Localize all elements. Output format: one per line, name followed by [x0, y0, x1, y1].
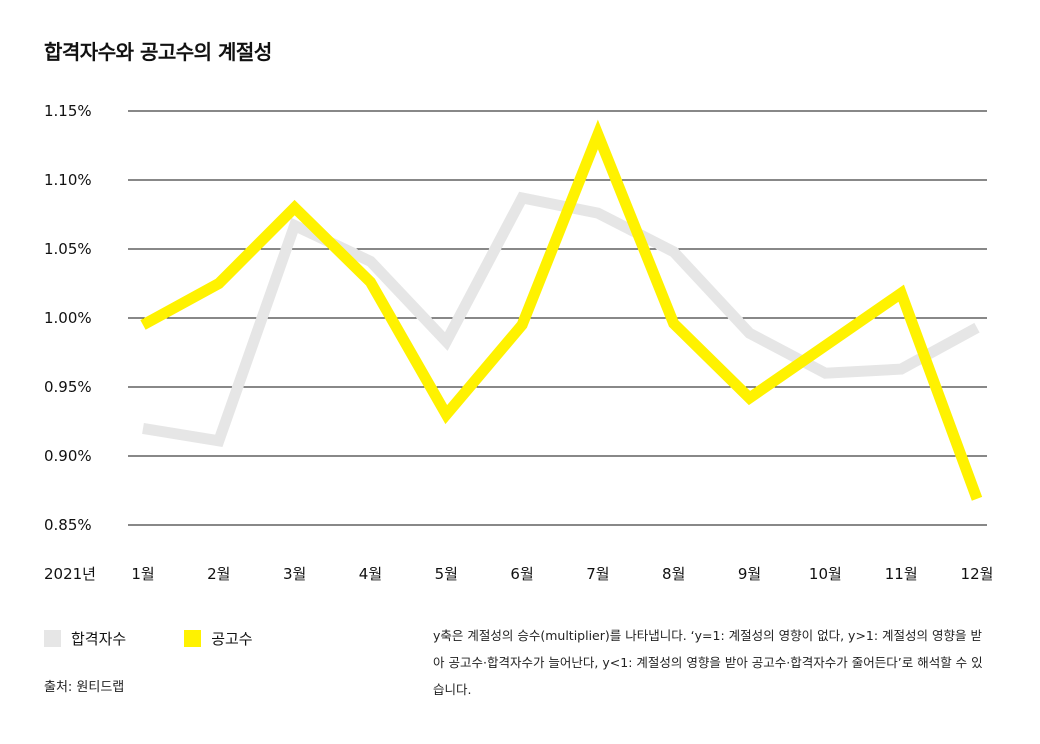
x-tick-label: 8월 [662, 565, 685, 583]
x-tick-label: 9월 [738, 565, 761, 583]
legend-label-postings: 공고수 [211, 630, 253, 648]
series-lines [140, 119, 983, 501]
legend-swatch-hires [44, 630, 61, 647]
x-tick-label: 12월 [961, 565, 994, 583]
legend-label-hires: 합격자수 [71, 630, 127, 648]
legend-swatch-postings [184, 630, 202, 647]
x-tick-label: 11월 [885, 565, 918, 583]
chart-title: 합격자수와 공고수의 계절성 [44, 40, 272, 64]
y-tick-label: 0.95% [44, 378, 92, 396]
x-axis-ticks: 1월 2월 3월 4월 5월 6월 7월 8월 9월 10월 11월 12월 [131, 565, 993, 583]
y-axis-ticks: 0.85% 0.90% 0.95% 1.00% 1.05% 1.10% 1.15% [44, 102, 92, 534]
line-chart: 0.85% 0.90% 0.95% 1.00% 1.05% 1.10% 1.15% 1월 2월… [44, 102, 993, 583]
x-tick-label: 7월 [586, 565, 609, 583]
x-tick-label: 6월 [510, 565, 533, 583]
legend-item-hires: 합격자수 [44, 628, 126, 649]
legend: 합격자수 공고수 [44, 628, 311, 649]
series-line-postings [140, 119, 983, 501]
x-tick-label: 4월 [359, 565, 382, 583]
y-tick-label: 1.10% [44, 171, 92, 189]
legend-item-postings: 공고수 [184, 628, 253, 649]
x-tick-label: 10월 [809, 565, 842, 583]
y-tick-label: 1.05% [44, 240, 92, 258]
y-tick-label: 1.00% [44, 309, 92, 327]
explanation-note: y축은 계절성의 승수(multiplier)를 나타냅니다. ‘y=1: 계절… [433, 628, 983, 697]
y-tick-label: 0.90% [44, 447, 92, 465]
x-tick-label: 1월 [131, 565, 154, 583]
x-tick-label: 3월 [283, 565, 306, 583]
series-line-hires [142, 191, 980, 447]
gridlines [128, 110, 987, 526]
year-label: 2021년 [44, 565, 96, 583]
x-tick-label: 2월 [207, 565, 230, 583]
source-note: 출처: 원티드랩 [44, 680, 125, 695]
y-tick-label: 0.85% [44, 516, 92, 534]
x-tick-label: 5월 [435, 565, 458, 583]
y-tick-label: 1.15% [44, 102, 92, 120]
